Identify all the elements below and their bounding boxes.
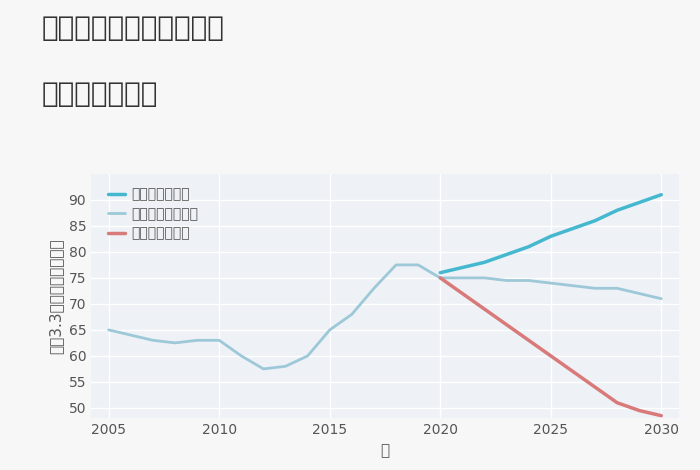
グッドシナリオ — [635, 200, 643, 205]
Y-axis label: 坪（3.3㎡）単価（万円）: 坪（3.3㎡）単価（万円） — [48, 238, 63, 354]
ノーマルシナリオ — [436, 275, 445, 281]
ノーマルシナリオ — [171, 340, 179, 346]
ノーマルシナリオ — [547, 280, 555, 286]
バッドシナリオ — [524, 337, 533, 343]
バッドシナリオ — [503, 322, 511, 328]
Legend: グッドシナリオ, ノーマルシナリオ, バッドシナリオ: グッドシナリオ, ノーマルシナリオ, バッドシナリオ — [104, 183, 203, 245]
ノーマルシナリオ — [348, 312, 356, 317]
バッドシナリオ — [613, 400, 622, 406]
X-axis label: 年: 年 — [380, 443, 390, 458]
バッドシナリオ — [458, 290, 467, 296]
ノーマルシナリオ — [127, 332, 135, 338]
ノーマルシナリオ — [657, 296, 666, 302]
ノーマルシナリオ — [524, 278, 533, 283]
ノーマルシナリオ — [503, 278, 511, 283]
Text: 土地の価格推移: 土地の価格推移 — [42, 80, 158, 108]
グッドシナリオ — [613, 207, 622, 213]
グッドシナリオ — [436, 270, 445, 275]
Line: ノーマルシナリオ: ノーマルシナリオ — [108, 265, 662, 369]
ノーマルシナリオ — [215, 337, 223, 343]
ノーマルシナリオ — [193, 337, 202, 343]
ノーマルシナリオ — [613, 285, 622, 291]
ノーマルシナリオ — [326, 327, 334, 333]
ノーマルシナリオ — [392, 262, 400, 268]
Text: 京都府長岡京市井ノ内の: 京都府長岡京市井ノ内の — [42, 14, 225, 42]
ノーマルシナリオ — [237, 353, 246, 359]
ノーマルシナリオ — [281, 363, 290, 369]
バッドシナリオ — [591, 384, 599, 390]
グッドシナリオ — [591, 218, 599, 224]
グッドシナリオ — [657, 192, 666, 197]
Line: グッドシナリオ: グッドシナリオ — [440, 195, 662, 273]
グッドシナリオ — [503, 251, 511, 257]
グッドシナリオ — [458, 265, 467, 270]
ノーマルシナリオ — [635, 290, 643, 296]
グッドシナリオ — [547, 234, 555, 239]
ノーマルシナリオ — [568, 283, 577, 289]
ノーマルシナリオ — [458, 275, 467, 281]
グッドシナリオ — [524, 244, 533, 250]
ノーマルシナリオ — [370, 285, 378, 291]
ノーマルシナリオ — [148, 337, 157, 343]
ノーマルシナリオ — [259, 366, 267, 372]
バッドシナリオ — [436, 275, 445, 281]
グッドシナリオ — [568, 226, 577, 231]
バッドシナリオ — [547, 353, 555, 359]
ノーマルシナリオ — [591, 285, 599, 291]
ノーマルシナリオ — [303, 353, 312, 359]
グッドシナリオ — [480, 259, 489, 265]
バッドシナリオ — [568, 368, 577, 374]
バッドシナリオ — [657, 413, 666, 418]
ノーマルシナリオ — [104, 327, 113, 333]
ノーマルシナリオ — [480, 275, 489, 281]
バッドシナリオ — [635, 407, 643, 413]
バッドシナリオ — [480, 306, 489, 312]
Line: バッドシナリオ: バッドシナリオ — [440, 278, 662, 415]
ノーマルシナリオ — [414, 262, 422, 268]
